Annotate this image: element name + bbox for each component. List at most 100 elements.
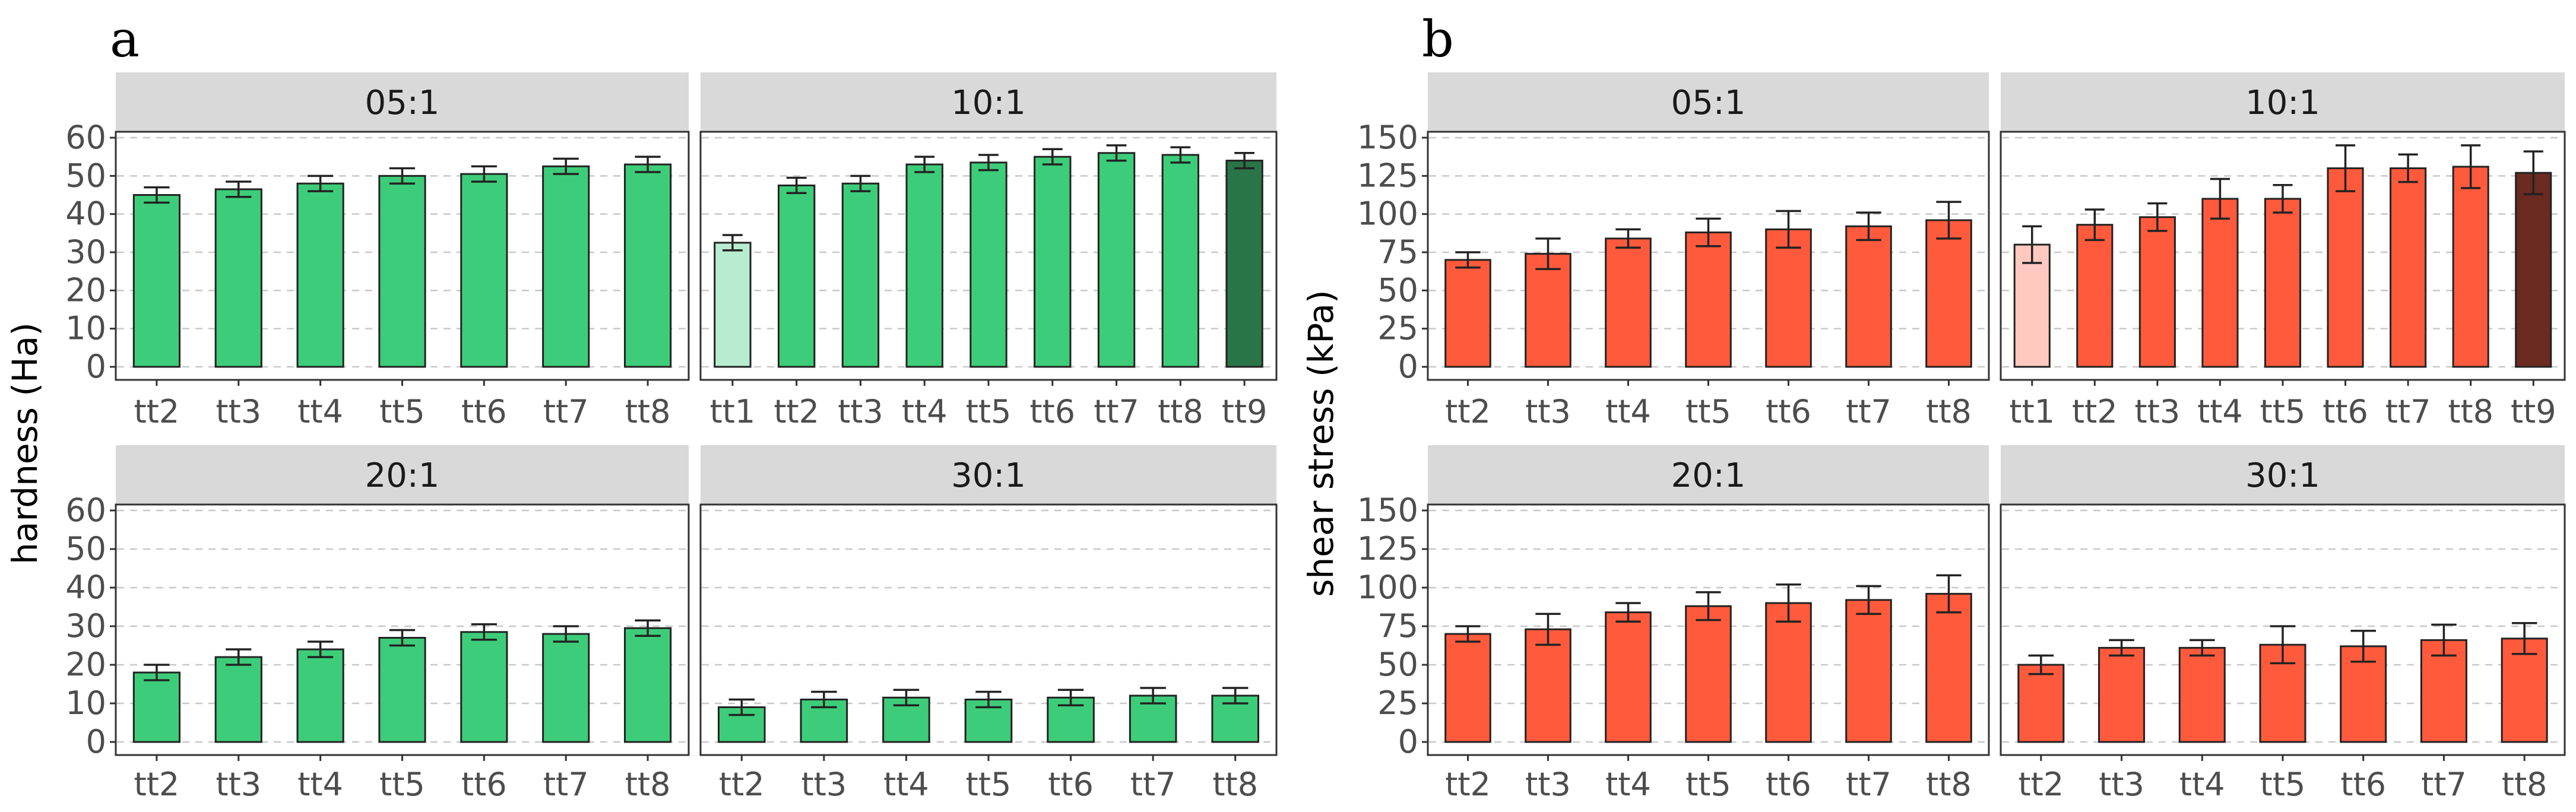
bar-tt2 [132, 194, 181, 368]
y-tick-label: 100 [1357, 195, 1418, 233]
x-tick-label: tt2 [774, 393, 819, 430]
bar-tt8 [2452, 166, 2489, 368]
bar-tt2 [2017, 664, 2065, 743]
facet-strip-label: 30:1 [951, 456, 1026, 495]
bar-tt3 [841, 182, 880, 368]
bar-tt3 [1525, 628, 1571, 743]
x-tick-label: tt8 [1212, 766, 1258, 803]
x-tick-label: tt4 [297, 393, 343, 430]
x-tick-label: tt7 [1846, 393, 1891, 430]
y-tick-label: 10 [65, 310, 106, 347]
facet-strip-label: 10:1 [2245, 84, 2320, 122]
facet-10-1: 10:1 tt1 tt2 tt3 tt4 tt5 tt6 tt7 tt8 tt9 [699, 72, 1278, 430]
x-tick-label: tt8 [1926, 393, 1972, 430]
x-tick-label: tt8 [625, 393, 671, 430]
bar-tt7 [1845, 599, 1892, 743]
bar-tt7 [542, 633, 590, 743]
x-tick-label: tt4 [883, 766, 929, 803]
x-tick-label: tt2 [1445, 393, 1491, 430]
x-tick-label: tt4 [297, 766, 343, 803]
bar-tt8 [623, 627, 672, 743]
x-tick-label: tt2 [2019, 766, 2064, 803]
x-tick-label: tt4 [902, 393, 948, 430]
y-tick-label: 150 [1357, 491, 1418, 529]
bar-tt1 [2013, 243, 2051, 368]
y-tick-label: 0 [1398, 723, 1418, 760]
y-tick-label: 20 [65, 271, 106, 309]
x-tick-label: tt4 [2197, 393, 2243, 430]
shear-stress-chart: shear stress (kPa) 05:10255075100125150tt… [1301, 72, 2566, 803]
bar-tt4 [1605, 237, 1652, 368]
bar-tt4 [296, 182, 344, 368]
bar-tt4 [905, 163, 943, 368]
bar-tt9 [2515, 172, 2552, 368]
facet-10-1: 10:1 tt1 tt2 tt3 tt4 tt5 tt6 tt7 tt8 tt9 [2000, 72, 2566, 430]
x-tick-label: tt9 [1222, 393, 1268, 430]
x-tick-label: tt2 [134, 766, 180, 803]
panel-letter-a: a [110, 10, 140, 68]
bar-tt8 [2501, 637, 2548, 743]
bar-tt7 [1097, 152, 1136, 368]
bar-tt8 [1211, 694, 1260, 743]
x-tick-label: tt7 [1094, 393, 1139, 430]
facet-strip [1428, 72, 1989, 132]
bar-tt5 [1685, 231, 1732, 368]
bar-tt4 [2178, 646, 2226, 743]
y-tick-label: 25 [1377, 310, 1418, 347]
x-tick-label: tt8 [1158, 393, 1203, 430]
bar-tt1 [714, 242, 752, 368]
y-axis-title: hardness (Ha) [5, 322, 45, 564]
x-tick-label: tt5 [966, 766, 1012, 803]
y-tick-label: 30 [65, 607, 106, 645]
y-tick-label: 40 [65, 569, 106, 606]
bar-tt4 [296, 648, 344, 743]
bar-tt7 [1845, 225, 1892, 368]
facet-strip [116, 72, 689, 132]
x-tick-label: tt5 [966, 393, 1012, 430]
bar-tt7 [2390, 167, 2427, 368]
x-tick-label: tt6 [461, 766, 507, 803]
bar-tt5 [378, 637, 426, 743]
facet-strip-label: 05:1 [365, 84, 440, 122]
panel-letter-b: b [1422, 10, 1454, 68]
bar-tt6 [1765, 228, 1812, 368]
x-tick-label: tt5 [379, 766, 425, 803]
x-tick-label: tt5 [1685, 766, 1731, 803]
bar-tt3 [2098, 646, 2146, 743]
bar-tt3 [2138, 216, 2176, 368]
y-tick-label: 50 [1377, 646, 1418, 683]
bar-tt5 [2264, 198, 2302, 368]
bar-tt9 [1225, 160, 1263, 368]
x-tick-label: tt2 [134, 393, 180, 430]
y-tick-label: 60 [65, 119, 106, 156]
facet-strip-label: 10:1 [951, 84, 1026, 122]
facet-30-1: 30:1 tt2 tt3 tt4 tt5 tt6 tt7 tt8 [2000, 445, 2566, 803]
x-tick-label: tt5 [1685, 393, 1731, 430]
y-tick-label: 75 [1377, 233, 1418, 271]
bar-tt8 [1925, 219, 1972, 368]
y-tick-label: 0 [86, 723, 106, 760]
x-tick-label: tt8 [2448, 393, 2493, 430]
facet-strip-label: 05:1 [1671, 84, 1746, 122]
bar-tt6 [460, 173, 508, 368]
bar-tt5 [969, 161, 1007, 368]
bar-tt6 [1034, 156, 1072, 368]
x-tick-label: tt7 [543, 393, 589, 430]
facet-30-1: 30:1 tt2 tt3 tt4 tt5 tt6 tt7 tt8 [699, 445, 1278, 803]
x-tick-label: tt7 [2421, 766, 2467, 803]
bar-tt6 [1765, 602, 1812, 743]
facet-strip [2001, 72, 2565, 132]
y-tick-label: 10 [65, 684, 106, 722]
x-tick-label: tt5 [2260, 766, 2306, 803]
y-tick-label: 50 [65, 157, 106, 194]
bar-tt4 [1605, 611, 1652, 743]
y-axis-title: shear stress (kPa) [1301, 290, 1341, 597]
x-tick-label: tt7 [2385, 393, 2431, 430]
bar-tt5 [1685, 605, 1732, 743]
bar-tt8 [623, 163, 672, 368]
y-tick-label: 50 [65, 530, 106, 567]
bar-tt3 [214, 656, 262, 743]
